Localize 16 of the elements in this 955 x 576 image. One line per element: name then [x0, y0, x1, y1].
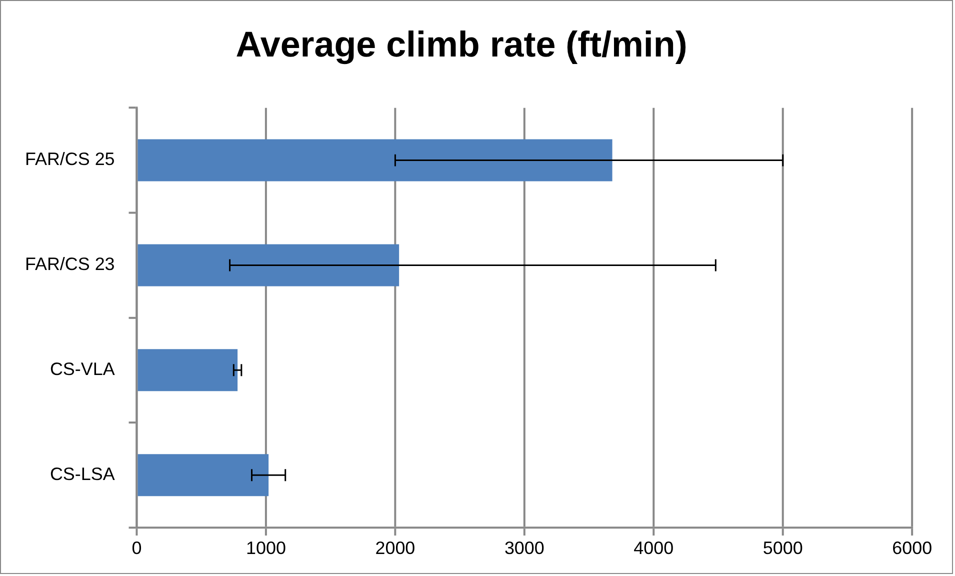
- x-tick-label: 2000: [375, 538, 416, 558]
- bar: [138, 139, 612, 182]
- y-tick-label: CS-VLA: [50, 359, 115, 380]
- y-tick-label: CS-LSA: [50, 464, 115, 484]
- bar: [138, 454, 269, 496]
- x-tick-label: 0: [132, 538, 142, 558]
- x-tick-label: 5000: [762, 538, 803, 558]
- x-tick-label: 4000: [634, 538, 674, 558]
- chart-title: Average climb rate (ft/min): [236, 24, 688, 64]
- x-tick-label: 1000: [246, 538, 286, 558]
- y-tick-label: FAR/CS 25: [25, 149, 115, 170]
- x-tick-label: 6000: [892, 538, 932, 558]
- bar: [138, 349, 238, 392]
- x-tick-label: 3000: [504, 538, 544, 558]
- y-tick-label: FAR/CS 23: [25, 254, 115, 274]
- bar: [138, 244, 400, 286]
